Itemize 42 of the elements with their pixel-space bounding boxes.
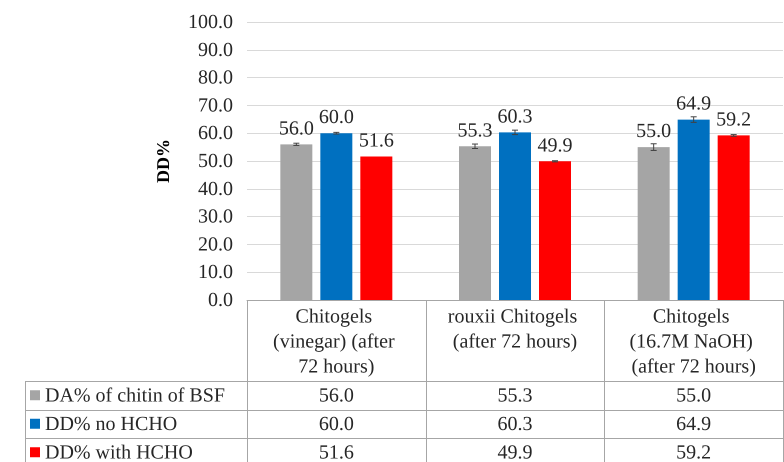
data-label: 60.3 bbox=[498, 412, 532, 435]
data-label: 64.9 bbox=[676, 412, 712, 435]
y-tick-label: 90.0 bbox=[198, 38, 233, 61]
x-tick-label: Chitogels (16.7M NaOH) (after 72 hours) bbox=[630, 306, 758, 378]
text: 49.9 bbox=[538, 134, 572, 156]
data-label: 60.0 bbox=[318, 412, 354, 435]
data-label: 55.0 bbox=[676, 384, 712, 406]
bar bbox=[320, 133, 352, 300]
legend-label: DD% with HCHO bbox=[45, 441, 193, 462]
legend-label: DD% no HCHO bbox=[45, 412, 178, 435]
bar bbox=[499, 132, 531, 300]
text: 60.3 bbox=[498, 105, 532, 128]
bar bbox=[360, 156, 392, 300]
bar bbox=[678, 120, 710, 300]
text: 51.6 bbox=[358, 130, 394, 152]
y-tick-label: 70.0 bbox=[198, 94, 233, 116]
data-label: 59.2 bbox=[676, 441, 712, 462]
text: 59.2 bbox=[716, 108, 752, 130]
bar bbox=[539, 161, 571, 300]
y-tick-label: 60.0 bbox=[198, 122, 233, 144]
y-tick-label: 50.0 bbox=[198, 150, 233, 172]
text: 55.0 bbox=[636, 120, 672, 142]
x-tick-label: rouxii Chitogels (after 72 hours) bbox=[448, 306, 582, 352]
text: 55.3 bbox=[458, 119, 492, 142]
x-tick-label: Chitogels (vinegar) (after 72 hours) bbox=[273, 306, 400, 378]
y-tick-label: 100.0 bbox=[188, 11, 233, 33]
y-tick-label: 20.0 bbox=[198, 233, 233, 256]
text: 56.0 bbox=[278, 117, 314, 140]
y-tick-label: 10.0 bbox=[198, 261, 233, 284]
bar bbox=[718, 135, 750, 300]
y-tick-label: 0.0 bbox=[208, 289, 233, 311]
y-axis-title: DD% bbox=[153, 139, 173, 183]
y-tick-label: 40.0 bbox=[198, 178, 233, 200]
data-label: 49.9 bbox=[498, 441, 532, 462]
text: 64.9 bbox=[676, 92, 712, 115]
y-tick-label: 30.0 bbox=[198, 206, 233, 228]
data-label: 55.3 bbox=[498, 384, 532, 406]
data-label: 56.0 bbox=[318, 384, 354, 406]
text: 60.0 bbox=[318, 106, 354, 128]
legend-label: DA% of chitin of BSF bbox=[45, 384, 225, 406]
y-tick-label: 80.0 bbox=[198, 66, 233, 89]
data-label: 51.6 bbox=[318, 441, 354, 462]
